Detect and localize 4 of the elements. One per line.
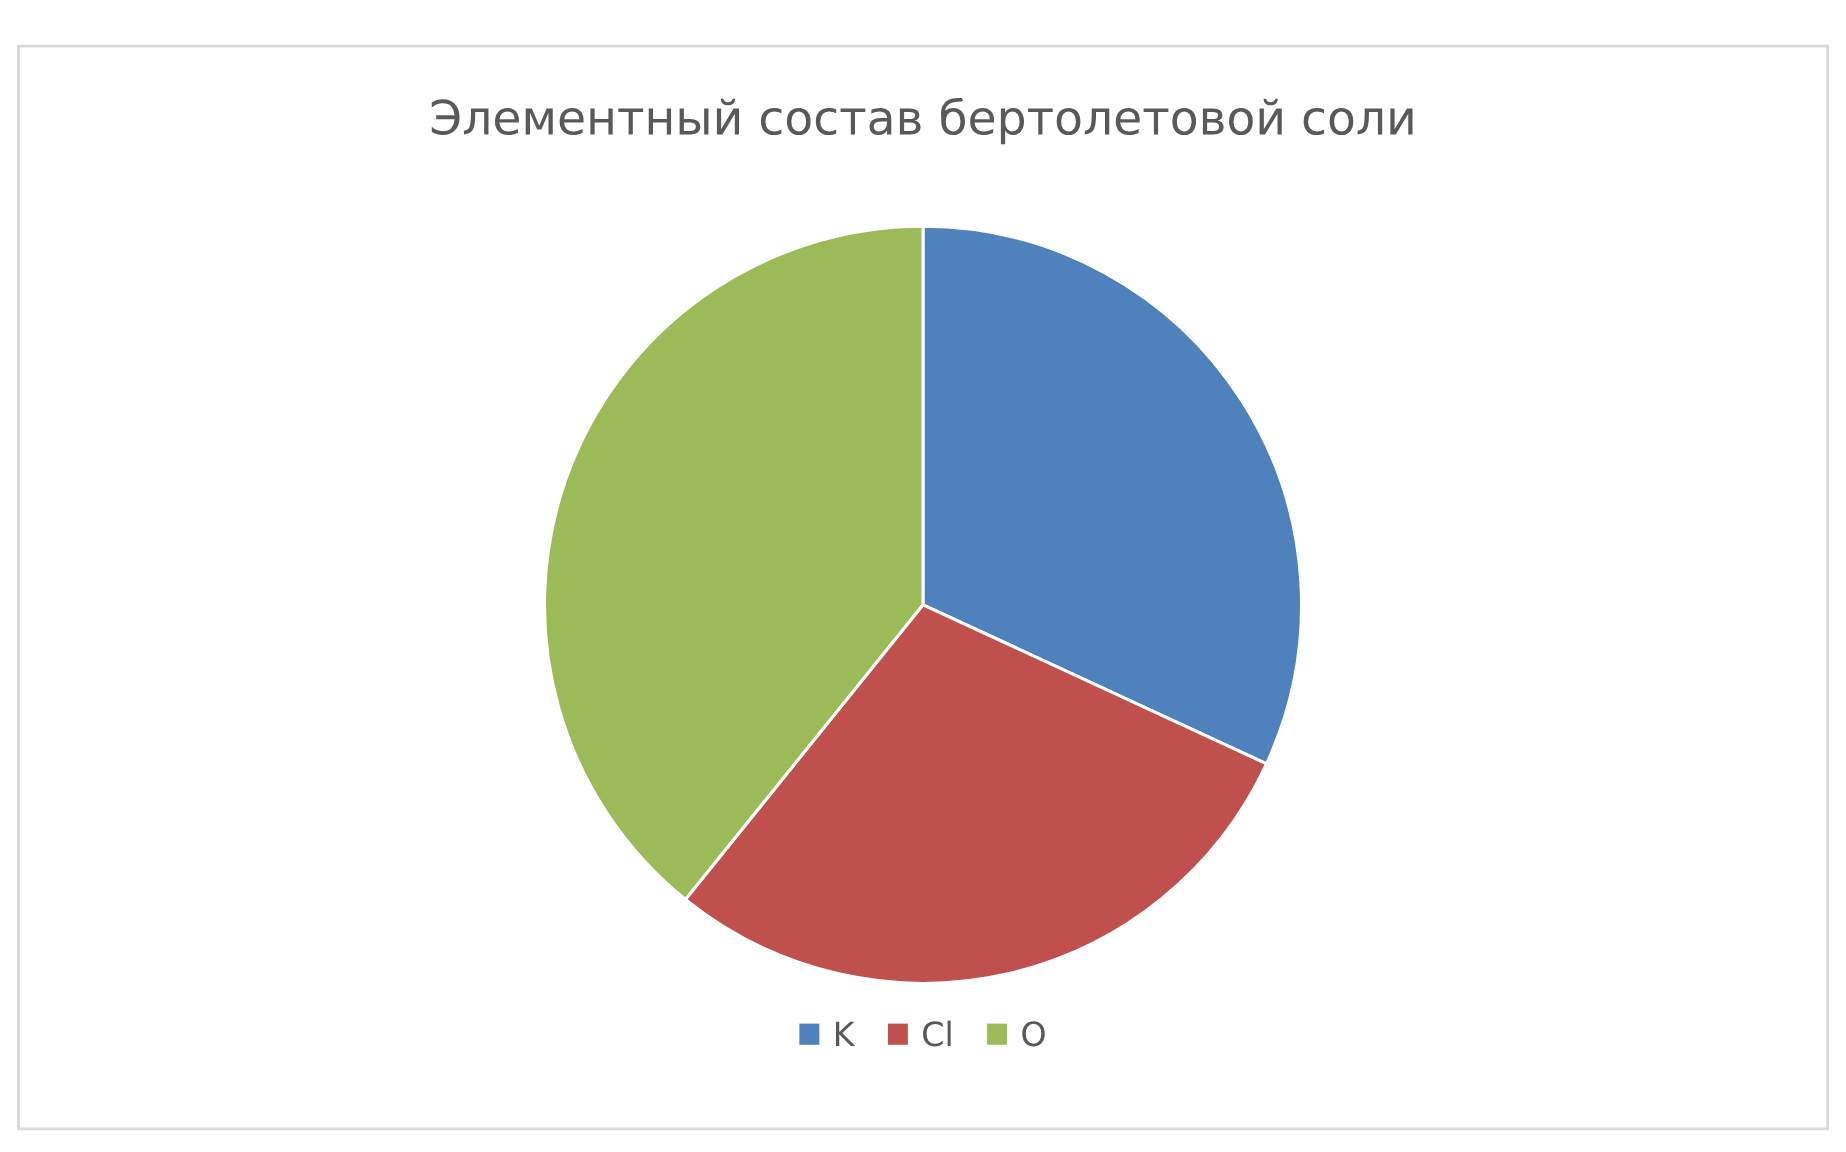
legend-label: Cl [923,1020,951,1047]
chart-title: Элементный состав бертолетовой соли [431,97,1413,145]
legend-label: K [835,1021,856,1046]
legend-label: O [1022,1021,1045,1047]
